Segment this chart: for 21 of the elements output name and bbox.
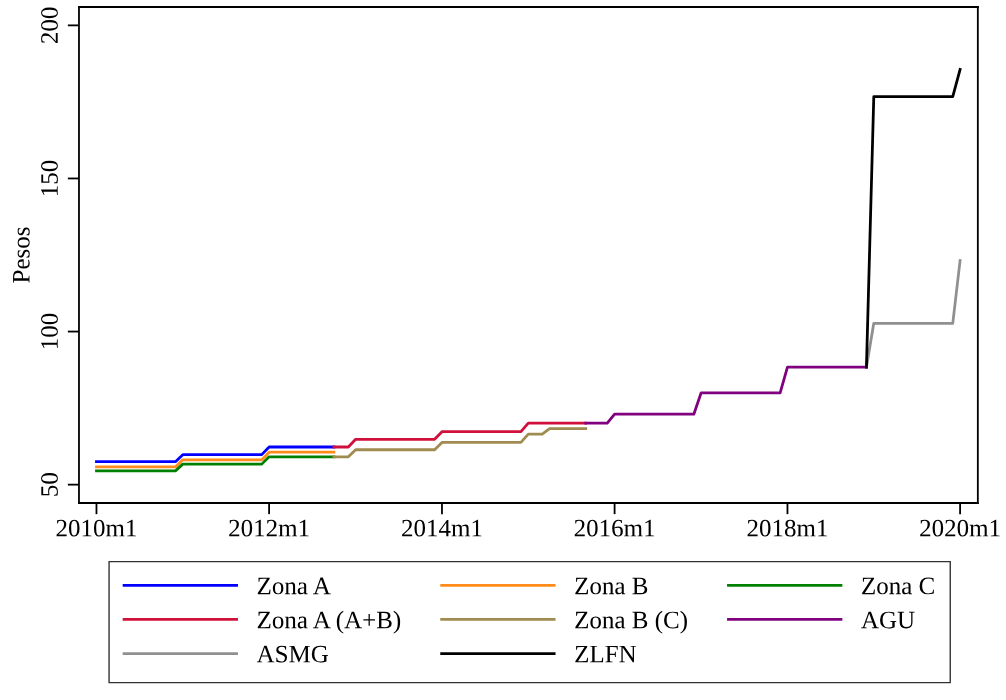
y-tick-label: 150 <box>41 160 58 196</box>
legend-label: Zona B (C) <box>575 610 687 634</box>
legend-label: Zona A <box>257 577 331 595</box>
y-tick-label: 200 <box>41 7 58 44</box>
legend-label: ASMG <box>256 645 329 663</box>
line-series <box>584 365 868 425</box>
y-tick-label: 50 <box>41 473 58 496</box>
legend-label: ZLFN <box>575 645 637 663</box>
x-tick-label: 2012m1 <box>229 519 309 537</box>
y-axis-title: Pesos <box>13 227 30 283</box>
legend-label: Zona B <box>575 577 648 595</box>
x-tick-label: 2018m1 <box>747 519 827 537</box>
x-tick-label: 2010m1 <box>56 519 136 537</box>
line-series <box>332 427 588 459</box>
legend-label: Zona C <box>862 577 934 595</box>
legend-label: Zona A (A+B) <box>257 610 401 634</box>
y-tick-label: 100 <box>41 313 58 349</box>
x-tick-label: 2020m1 <box>920 519 1000 537</box>
x-tick-label: 2014m1 <box>402 519 482 537</box>
x-tick-label: 2016m1 <box>574 519 655 537</box>
legend-label: AGU <box>861 611 915 629</box>
